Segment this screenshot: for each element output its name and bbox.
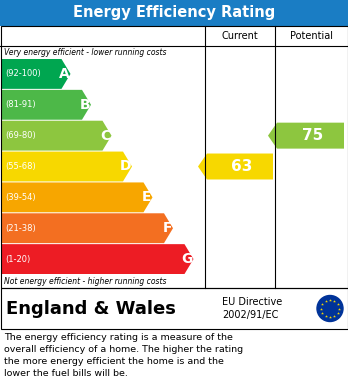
Text: C: C	[100, 129, 111, 143]
Polygon shape	[268, 123, 344, 149]
Text: E: E	[142, 190, 151, 204]
Text: 63: 63	[231, 159, 253, 174]
Text: 75: 75	[302, 128, 323, 143]
Text: (81-91): (81-91)	[5, 100, 35, 109]
Text: D: D	[119, 160, 131, 174]
Text: (39-54): (39-54)	[5, 193, 35, 202]
Text: (92-100): (92-100)	[5, 70, 41, 79]
Text: (55-68): (55-68)	[5, 162, 36, 171]
Text: B: B	[79, 98, 90, 112]
Text: Not energy efficient - higher running costs: Not energy efficient - higher running co…	[4, 277, 166, 286]
Polygon shape	[198, 154, 273, 179]
Polygon shape	[2, 244, 193, 274]
Polygon shape	[2, 183, 152, 212]
Text: The energy efficiency rating is a measure of the
overall efficiency of a home. T: The energy efficiency rating is a measur…	[4, 333, 243, 378]
Text: (1-20): (1-20)	[5, 255, 30, 264]
Text: A: A	[59, 67, 70, 81]
Text: 2002/91/EC: 2002/91/EC	[222, 310, 278, 321]
Bar	[0, 288, 348, 329]
Bar	[0, 26, 348, 288]
Text: (21-38): (21-38)	[5, 224, 36, 233]
Polygon shape	[2, 59, 71, 89]
Bar	[0, 0, 348, 26]
Text: Energy Efficiency Rating: Energy Efficiency Rating	[73, 5, 275, 20]
Text: Current: Current	[222, 31, 258, 41]
Polygon shape	[2, 121, 111, 151]
Polygon shape	[2, 213, 173, 243]
Bar	[0, 26, 348, 288]
Text: G: G	[181, 252, 192, 266]
Text: F: F	[163, 221, 172, 235]
Text: EU Directive: EU Directive	[222, 296, 282, 307]
Text: Very energy efficient - lower running costs: Very energy efficient - lower running co…	[4, 48, 166, 57]
Polygon shape	[2, 152, 132, 181]
Circle shape	[317, 296, 343, 321]
Text: England & Wales: England & Wales	[6, 300, 176, 317]
Bar	[0, 288, 348, 329]
Text: Potential: Potential	[290, 31, 333, 41]
Text: (69-80): (69-80)	[5, 131, 36, 140]
Polygon shape	[2, 90, 91, 120]
